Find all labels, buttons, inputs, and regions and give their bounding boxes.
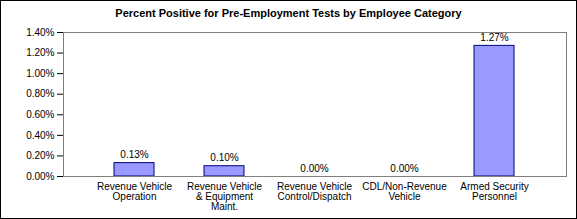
svg-text:0.60%: 0.60% xyxy=(26,109,54,120)
svg-text:0.80%: 0.80% xyxy=(26,88,54,99)
svg-text:0.00%: 0.00% xyxy=(390,163,418,174)
svg-text:0.40%: 0.40% xyxy=(26,130,54,141)
svg-text:1.40%: 1.40% xyxy=(26,27,54,38)
svg-text:1.20%: 1.20% xyxy=(26,47,54,58)
svg-text:0.13%: 0.13% xyxy=(120,149,148,160)
svg-text:1.27%: 1.27% xyxy=(480,32,508,43)
svg-text:Armed SecurityPersonnel: Armed SecurityPersonnel xyxy=(460,181,528,202)
svg-text:CDL/Non-RevenueVehicle: CDL/Non-RevenueVehicle xyxy=(362,181,447,202)
svg-text:Revenue VehicleControl/Dispatc: Revenue VehicleControl/Dispatch xyxy=(277,181,352,202)
svg-text:0.20%: 0.20% xyxy=(26,150,54,161)
svg-text:0.10%: 0.10% xyxy=(210,152,238,163)
svg-text:Revenue VehicleOperation: Revenue VehicleOperation xyxy=(97,181,172,202)
svg-text:Revenue Vehicle& EquipmentMain: Revenue Vehicle& EquipmentMaint. xyxy=(187,181,262,212)
svg-text:1.00%: 1.00% xyxy=(26,68,54,79)
svg-text:0.00%: 0.00% xyxy=(26,171,54,182)
html-text:Percent Positive for Pre-Emplo: Percent Positive for Pre-Employment Test… xyxy=(115,7,462,19)
svg-text:0.00%: 0.00% xyxy=(300,163,328,174)
